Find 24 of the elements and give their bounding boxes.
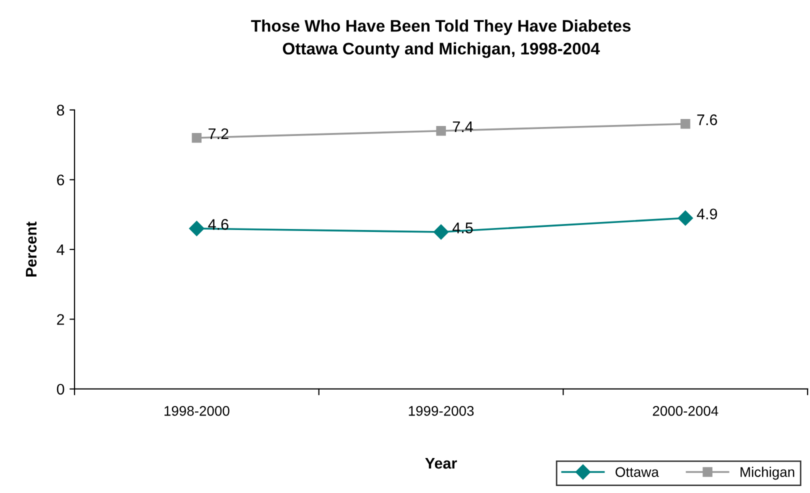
point xyxy=(678,210,693,226)
y-tick-label: 6 xyxy=(57,174,64,186)
chart-title: Those Who Have Been Told They Have Diabetes Ottawa County and Michigan, 1998-2004 xyxy=(251,20,631,58)
legend-label: Michigan xyxy=(740,466,794,480)
y-tick-label: 8 xyxy=(56,104,64,116)
point xyxy=(433,224,449,240)
data-label: 7.6 xyxy=(697,114,718,126)
data-label: 4.6 xyxy=(208,219,228,230)
x-axis-title: Year xyxy=(425,458,457,469)
point xyxy=(680,119,690,129)
y-tick-label: 0 xyxy=(56,384,64,395)
legend-label: Ottawa xyxy=(616,467,659,477)
x-tick-label: 1998-2000 xyxy=(164,406,230,416)
data-label: 7.2 xyxy=(208,128,228,140)
y-axis-title: Percent xyxy=(26,222,37,276)
data-label: 4.9 xyxy=(696,208,718,220)
point xyxy=(189,220,204,236)
y-tick-label: 2 xyxy=(57,314,64,325)
data-label: 7.4 xyxy=(452,122,473,132)
x-tick-label: 1999-2003 xyxy=(408,406,474,416)
x-tick-label: 2000-2004 xyxy=(652,406,718,416)
point xyxy=(436,126,446,136)
point xyxy=(192,132,202,143)
y-tick-label: 4 xyxy=(56,244,64,255)
